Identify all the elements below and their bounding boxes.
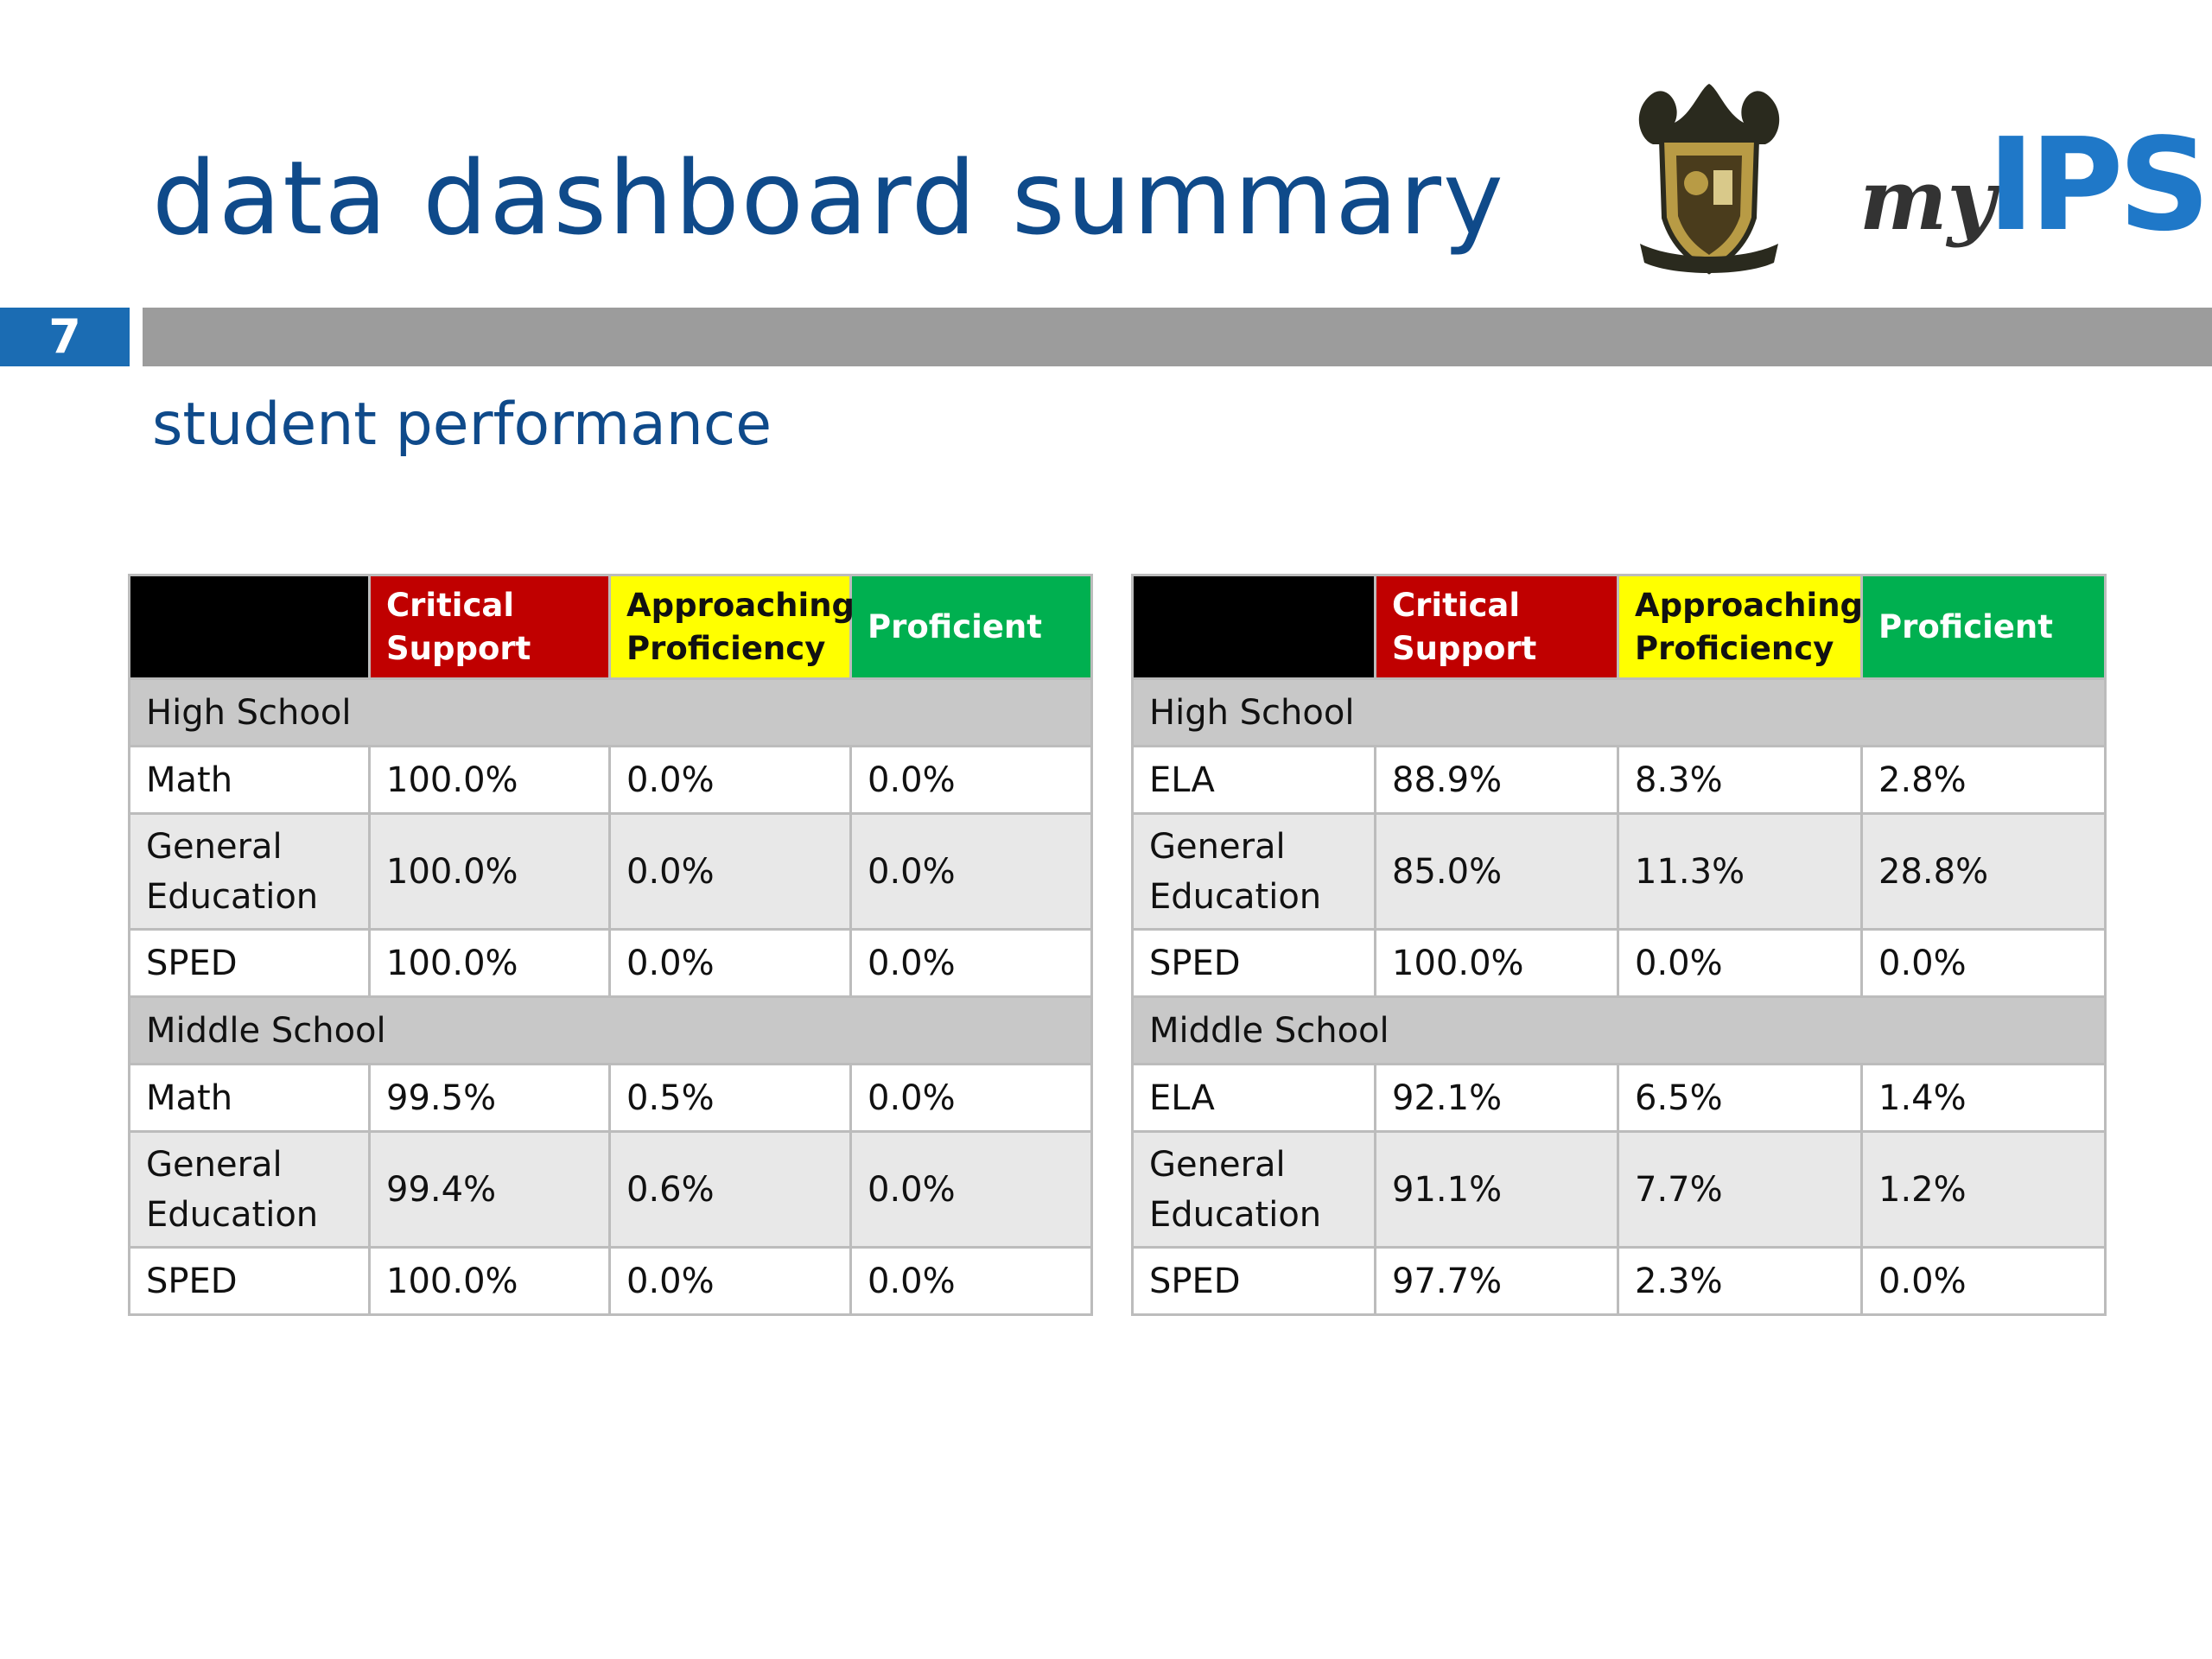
table-row: SPED 97.7% 2.3% 0.0%: [1131, 1246, 2107, 1316]
approaching-value: 0.0%: [1617, 928, 1863, 998]
row-label: SPED: [128, 928, 371, 998]
proficient-value: 1.4%: [1860, 1063, 2107, 1133]
table-header-row: Critical Support Approaching Proficiency…: [128, 574, 1093, 680]
table-header-row: Critical Support Approaching Proficiency…: [1131, 574, 2107, 680]
critical-support-value: 97.7%: [1374, 1246, 1619, 1316]
critical-support-value: 88.9%: [1374, 745, 1619, 815]
critical-support-value: 99.5%: [368, 1063, 611, 1133]
critical-support-value: 100.0%: [368, 928, 611, 998]
row-label: Math: [128, 745, 371, 815]
slide-title: data dashboard summary: [152, 138, 1505, 257]
header-divider-bar: [143, 308, 2212, 366]
table-row: SPED 100.0% 0.0% 0.0%: [128, 1246, 1093, 1316]
proficient-value: 28.8%: [1860, 812, 2107, 931]
approaching-value: 2.3%: [1617, 1246, 1863, 1316]
section-row-middle-school: Middle School: [128, 995, 1093, 1065]
table-row: General Education 99.4% 0.6% 0.0%: [128, 1130, 1093, 1249]
myips-logo: my IPS: [1858, 121, 2210, 268]
table-row: General Education 100.0% 0.0% 0.0%: [128, 812, 1093, 931]
myips-logo-ips: IPS: [1987, 111, 2210, 259]
critical-support-value: 92.1%: [1374, 1063, 1619, 1133]
row-label: General Education: [1131, 812, 1376, 931]
section-label: Middle School: [128, 995, 1093, 1065]
section-row-middle-school: Middle School: [1131, 995, 2107, 1065]
approaching-value: 0.5%: [608, 1063, 852, 1133]
approaching-value: 0.6%: [608, 1130, 852, 1249]
slide-subtitle: student performance: [152, 391, 772, 459]
proficient-value: 0.0%: [849, 928, 1093, 998]
row-label: SPED: [128, 1246, 371, 1316]
header-approaching-proficiency: Approaching Proficiency: [1617, 574, 1863, 680]
table-row: General Education 85.0% 11.3% 28.8%: [1131, 812, 2107, 931]
header-blank-cell: [128, 574, 371, 680]
table-row: Math 99.5% 0.5% 0.0%: [128, 1063, 1093, 1133]
approaching-value: 0.0%: [608, 928, 852, 998]
header-critical-support: Critical Support: [1374, 574, 1619, 680]
proficient-value: 1.2%: [1860, 1130, 2107, 1249]
myips-logo-my: my: [1859, 151, 1996, 249]
critical-support-value: 100.0%: [368, 812, 611, 931]
row-label: Math: [128, 1063, 371, 1133]
row-label: General Education: [1131, 1130, 1376, 1249]
row-label: ELA: [1131, 745, 1376, 815]
table-row: General Education 91.1% 7.7% 1.2%: [1131, 1130, 2107, 1249]
table-row: Math 100.0% 0.0% 0.0%: [128, 745, 1093, 815]
critical-support-value: 91.1%: [1374, 1130, 1619, 1249]
proficient-value: 2.8%: [1860, 745, 2107, 815]
critical-support-value: 100.0%: [368, 745, 611, 815]
critical-support-value: 100.0%: [1374, 928, 1619, 998]
section-label: High School: [128, 677, 1093, 747]
critical-support-value: 85.0%: [1374, 812, 1619, 931]
header-proficient: Proficient: [1860, 574, 2107, 680]
proficient-value: 0.0%: [1860, 928, 2107, 998]
header-proficient: Proficient: [849, 574, 1093, 680]
critical-support-value: 99.4%: [368, 1130, 611, 1249]
row-label: SPED: [1131, 1246, 1376, 1316]
approaching-value: 11.3%: [1617, 812, 1863, 931]
proficient-value: 0.0%: [849, 1130, 1093, 1249]
section-row-high-school: High School: [1131, 677, 2107, 747]
header-approaching-proficiency: Approaching Proficiency: [608, 574, 855, 680]
proficient-value: 0.0%: [849, 1063, 1093, 1133]
table-row: SPED 100.0% 0.0% 0.0%: [1131, 928, 2107, 998]
school-crest-logo: [1638, 84, 1780, 275]
section-row-high-school: High School: [128, 677, 1093, 747]
row-label: General Education: [128, 1130, 371, 1249]
ela-performance-table: Critical Support Approaching Proficiency…: [1131, 574, 2107, 1316]
table-row: SPED 100.0% 0.0% 0.0%: [128, 928, 1093, 998]
approaching-value: 8.3%: [1617, 745, 1863, 815]
proficient-value: 0.0%: [849, 745, 1093, 815]
proficient-value: 0.0%: [849, 812, 1093, 931]
approaching-value: 0.0%: [608, 1246, 852, 1316]
row-label: ELA: [1131, 1063, 1376, 1133]
table-row: ELA 88.9% 8.3% 2.8%: [1131, 745, 2107, 815]
approaching-value: 0.0%: [608, 812, 852, 931]
critical-support-value: 100.0%: [368, 1246, 611, 1316]
row-label: SPED: [1131, 928, 1376, 998]
row-label: General Education: [128, 812, 371, 931]
proficient-value: 0.0%: [1860, 1246, 2107, 1316]
section-label: High School: [1131, 677, 2107, 747]
proficient-value: 0.0%: [849, 1246, 1093, 1316]
header-blank-cell: [1131, 574, 1376, 680]
approaching-value: 6.5%: [1617, 1063, 1863, 1133]
math-performance-table: Critical Support Approaching Proficiency…: [128, 574, 1093, 1316]
table-row: ELA 92.1% 6.5% 1.4%: [1131, 1063, 2107, 1133]
slide-number: 7: [0, 308, 130, 366]
approaching-value: 7.7%: [1617, 1130, 1863, 1249]
section-label: Middle School: [1131, 995, 2107, 1065]
approaching-value: 0.0%: [608, 745, 852, 815]
header-critical-support: Critical Support: [368, 574, 611, 680]
